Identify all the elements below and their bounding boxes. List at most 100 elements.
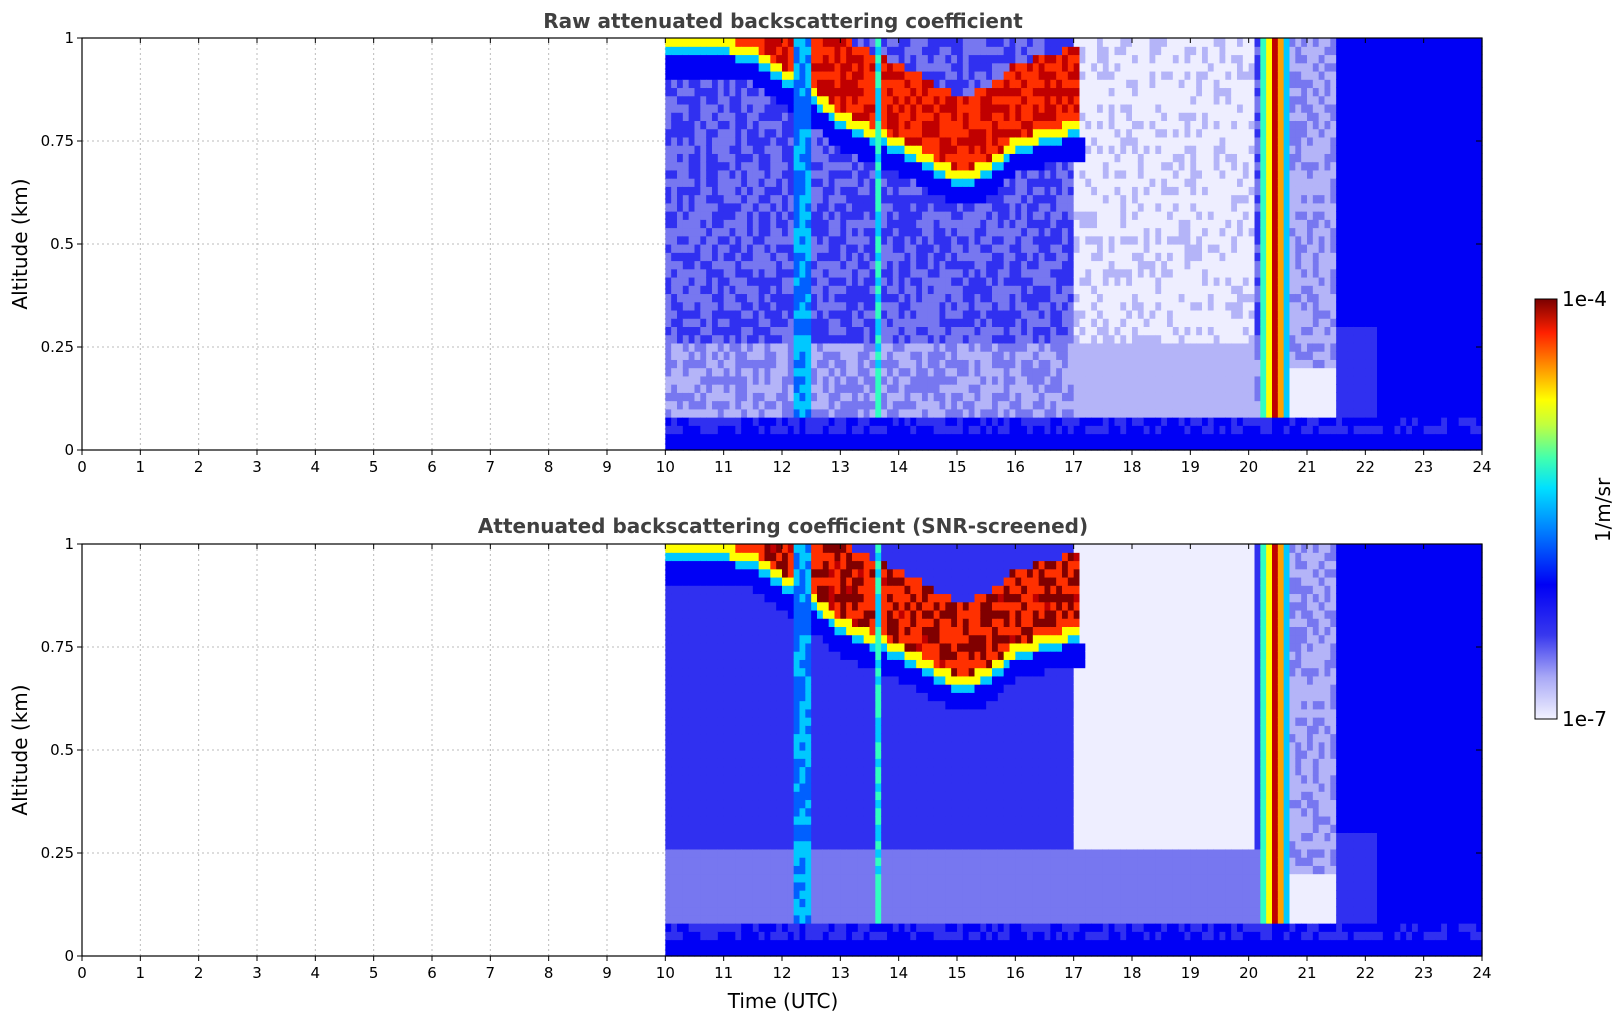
heatmap-cell	[1021, 79, 1028, 89]
heatmap-cell	[852, 161, 859, 171]
heatmap-cell	[741, 202, 748, 212]
heatmap-cell	[1190, 268, 1197, 278]
heatmap-cell	[822, 400, 830, 410]
heatmap-cell	[1108, 161, 1116, 171]
heatmap-cell	[1038, 309, 1046, 319]
heatmap-cell	[898, 334, 906, 344]
heatmap-cell	[1184, 425, 1191, 435]
heatmap-cell	[951, 95, 958, 105]
heatmap-cell	[1062, 202, 1069, 212]
heatmap-cell	[1225, 169, 1232, 179]
heatmap-cell	[852, 301, 859, 311]
heatmap-cell	[1027, 54, 1034, 64]
heatmap-cell	[752, 260, 760, 270]
heatmap-cell	[1155, 252, 1162, 262]
heatmap-cell	[799, 425, 806, 435]
heatmap-cell	[752, 235, 760, 245]
heatmap-cell	[887, 260, 894, 270]
heatmap-cell	[677, 112, 684, 121]
heatmap-cell	[1231, 326, 1238, 336]
heatmap-cell	[1161, 433, 1168, 443]
heatmap-cell	[1044, 169, 1051, 179]
heatmap-cell	[1190, 367, 1197, 377]
heatmap-cell	[1126, 359, 1133, 369]
heatmap-cell	[1056, 87, 1063, 97]
heatmap-cell	[933, 219, 941, 229]
heatmap-cell	[1132, 169, 1139, 179]
heatmap-cell	[1167, 62, 1174, 72]
heatmap-cell	[1009, 260, 1016, 270]
heatmap-cell	[1003, 268, 1011, 278]
heatmap-cell	[875, 169, 882, 179]
heatmap-cell	[1207, 136, 1215, 146]
heatmap-cell	[857, 227, 865, 237]
heatmap-cell	[992, 235, 999, 245]
heatmap-cell	[1196, 153, 1203, 163]
heatmap-cell	[875, 79, 882, 89]
heatmap-cell	[892, 38, 900, 47]
heatmap-cell	[980, 194, 987, 204]
heatmap-cell	[1114, 301, 1121, 311]
heatmap-cell	[741, 194, 748, 204]
heatmap-cell	[834, 285, 841, 295]
heatmap-cell	[700, 375, 707, 385]
heatmap-cell	[1032, 186, 1040, 196]
heatmap-cell	[945, 169, 952, 179]
heatmap-cell	[1149, 441, 1156, 451]
heatmap-cell	[968, 285, 976, 295]
heatmap-cell	[1167, 128, 1174, 138]
heatmap-cell	[1167, 342, 1174, 352]
heatmap-cell	[945, 351, 952, 360]
heatmap-cell	[939, 178, 946, 187]
heatmap-cell	[933, 95, 941, 105]
heatmap-cell	[677, 252, 684, 262]
heatmap-cell	[741, 433, 748, 443]
heatmap-cell	[1167, 244, 1174, 253]
heatmap-cell	[1219, 46, 1226, 56]
heatmap-cell	[992, 112, 999, 121]
heatmap-cell	[805, 145, 812, 154]
heatmap-cell	[1184, 260, 1191, 270]
heatmap-cell	[992, 301, 999, 311]
heatmap-cell	[1172, 112, 1180, 121]
heatmap-cell	[1126, 145, 1133, 154]
heatmap-cell	[1050, 285, 1057, 295]
heatmap-cell	[933, 318, 941, 327]
heatmap-cell	[758, 46, 766, 56]
heatmap-cell	[846, 301, 853, 311]
heatmap-cell	[764, 351, 771, 360]
heatmap-cell	[997, 392, 1005, 402]
heatmap-cell	[1044, 46, 1051, 56]
heatmap-cell	[1032, 46, 1040, 56]
heatmap-cell	[1044, 186, 1051, 196]
heatmap-cell	[828, 161, 836, 171]
heatmap-cell	[729, 351, 736, 360]
heatmap-cell	[1091, 408, 1098, 418]
heatmap-cell	[1015, 252, 1022, 262]
heatmap-cell	[1172, 153, 1180, 163]
heatmap-cell	[822, 334, 830, 344]
heatmap-cell	[735, 62, 742, 72]
heatmap-cell	[1120, 301, 1127, 311]
heatmap-cell	[1219, 400, 1226, 410]
heatmap-cell	[1202, 211, 1209, 220]
heatmap-cell	[828, 38, 836, 47]
heatmap-cell	[869, 219, 876, 229]
heatmap-cell	[1202, 351, 1209, 360]
heatmap-cell	[688, 219, 696, 229]
heatmap-cell	[735, 301, 742, 311]
heatmap-cell	[1032, 367, 1040, 377]
heatmap-cell	[857, 79, 865, 89]
heatmap-cell	[939, 62, 946, 72]
heatmap-cell	[1114, 334, 1121, 344]
heatmap-cell	[1032, 120, 1040, 130]
heatmap-cell	[916, 178, 923, 187]
heatmap-cell	[875, 384, 882, 393]
heatmap-cell	[980, 359, 987, 369]
heatmap-cell	[910, 441, 917, 451]
heatmap-cell	[1143, 400, 1151, 410]
heatmap-cell	[910, 433, 917, 443]
heatmap-cell	[1225, 276, 1232, 286]
heatmap-cell	[1143, 384, 1151, 393]
heatmap-cell	[817, 54, 824, 64]
